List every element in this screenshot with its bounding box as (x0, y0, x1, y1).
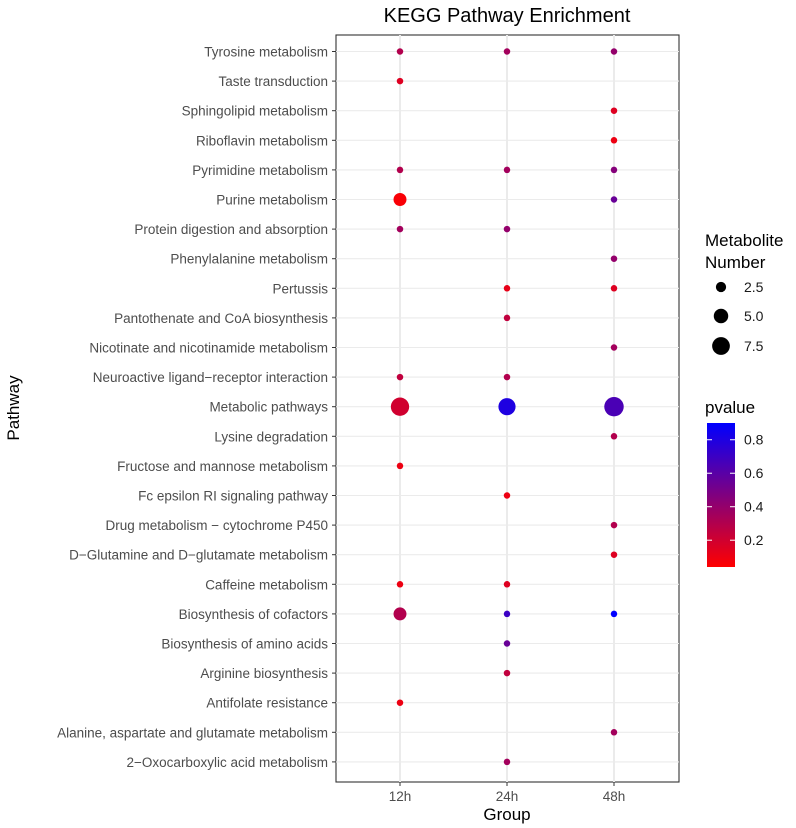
data-points (390, 48, 624, 766)
y-tick-label: Caffeine metabolism (205, 577, 328, 592)
y-tick-label: Pantothenate and CoA biosynthesis (114, 311, 328, 326)
y-axis-title: Pathway (4, 375, 23, 441)
y-tick-label: Neuroactive ligand−receptor interaction (93, 370, 328, 385)
data-point (503, 166, 511, 174)
y-tick-label: Nicotinate and nicotinamide metabolism (89, 341, 328, 356)
data-point (503, 285, 511, 292)
data-point (610, 610, 618, 618)
color-legend-label: 0.4 (744, 499, 764, 515)
data-point (610, 433, 618, 440)
data-point (610, 137, 618, 144)
data-point (503, 492, 511, 499)
color-legend-bar (707, 423, 735, 567)
size-legend-label: 7.5 (744, 338, 764, 354)
data-point (503, 225, 511, 233)
y-tick-label: Alanine, aspartate and glutamate metabol… (57, 725, 328, 740)
data-point (503, 314, 511, 322)
data-point (393, 607, 407, 621)
data-point (610, 729, 618, 736)
y-tick-label: Phenylalanine metabolism (170, 252, 328, 267)
y-tick-label: Lysine degradation (214, 429, 328, 444)
data-point (610, 107, 618, 114)
data-point (396, 373, 404, 381)
y-tick-label: 2−Oxocarboxylic acid metabolism (127, 755, 328, 770)
data-point (503, 48, 511, 55)
size-legend-key (713, 308, 729, 324)
data-point (610, 344, 618, 351)
color-legend-label: 0.2 (744, 532, 764, 548)
y-tick-label: Pyrimidine metabolism (192, 163, 328, 178)
size-legend-label: 2.5 (744, 279, 764, 295)
y-tick-label: Antifolate resistance (206, 696, 328, 711)
x-tick-label: 24h (496, 789, 519, 804)
data-point (396, 48, 404, 55)
y-tick-label: Taste transduction (218, 74, 328, 89)
data-point (610, 521, 618, 529)
y-tick-label: Fc epsilon RI signaling pathway (138, 489, 328, 504)
data-point (503, 669, 511, 677)
data-point (396, 225, 404, 233)
data-point (396, 581, 404, 588)
data-point (503, 373, 511, 381)
data-point (610, 196, 618, 203)
data-point (503, 610, 511, 618)
data-point (393, 193, 407, 206)
y-tick-label: Biosynthesis of amino acids (161, 637, 328, 652)
data-point (396, 77, 404, 85)
y-tick-label: Pertussis (272, 281, 328, 296)
color-legend: pvalue 0.2 0.4 0.6 0.8 (705, 398, 764, 567)
y-tick-label: Biosynthesis of cofactors (179, 607, 329, 622)
size-legend-key (715, 281, 727, 293)
color-legend-label: 0.8 (744, 432, 764, 448)
data-point (610, 166, 618, 174)
y-tick-label: Tyrosine metabolism (204, 45, 328, 60)
x-tick-label: 12h (389, 789, 412, 804)
data-point (390, 397, 410, 416)
y-tick-label: Riboflavin metabolism (196, 133, 328, 148)
data-point (610, 551, 618, 558)
size-legend: Metabolite Number 2.5 5.0 7.5 (705, 231, 783, 355)
x-axis-ticks: 12h 24h 48h (389, 782, 626, 804)
data-point (610, 48, 618, 55)
color-legend-label: 0.6 (744, 465, 764, 481)
y-tick-label: Protein digestion and absorption (134, 222, 328, 237)
chart-title: KEGG Pathway Enrichment (384, 5, 631, 27)
x-tick-label: 48h (603, 789, 626, 804)
x-axis-title: Group (483, 805, 530, 824)
data-point (396, 166, 404, 174)
y-tick-label: D−Glutamine and D−glutamate metabolism (69, 548, 328, 563)
size-legend-label: 5.0 (744, 308, 764, 324)
data-point (396, 699, 404, 706)
data-point (503, 758, 511, 766)
y-tick-label: Fructose and mannose metabolism (117, 459, 328, 474)
y-tick-label: Sphingolipid metabolism (182, 104, 328, 119)
y-tick-label: Arginine biosynthesis (200, 666, 328, 681)
size-legend-title-line2: Number (705, 253, 766, 272)
data-point (604, 396, 624, 417)
data-point (503, 581, 511, 588)
size-legend-key (712, 337, 730, 355)
y-tick-label: Drug metabolism − cytochrome P450 (106, 518, 328, 533)
data-point (498, 398, 516, 416)
data-point (503, 640, 511, 647)
size-legend-title-line1: Metabolite (705, 231, 783, 250)
y-tick-label: Metabolic pathways (209, 400, 328, 415)
data-point (396, 462, 404, 470)
data-point (610, 285, 618, 292)
y-axis-ticks: Tyrosine metabolism Taste transduction Sph… (57, 45, 336, 770)
data-point (610, 255, 618, 262)
y-tick-label: Purine metabolism (216, 193, 328, 208)
color-legend-title: pvalue (705, 398, 755, 417)
